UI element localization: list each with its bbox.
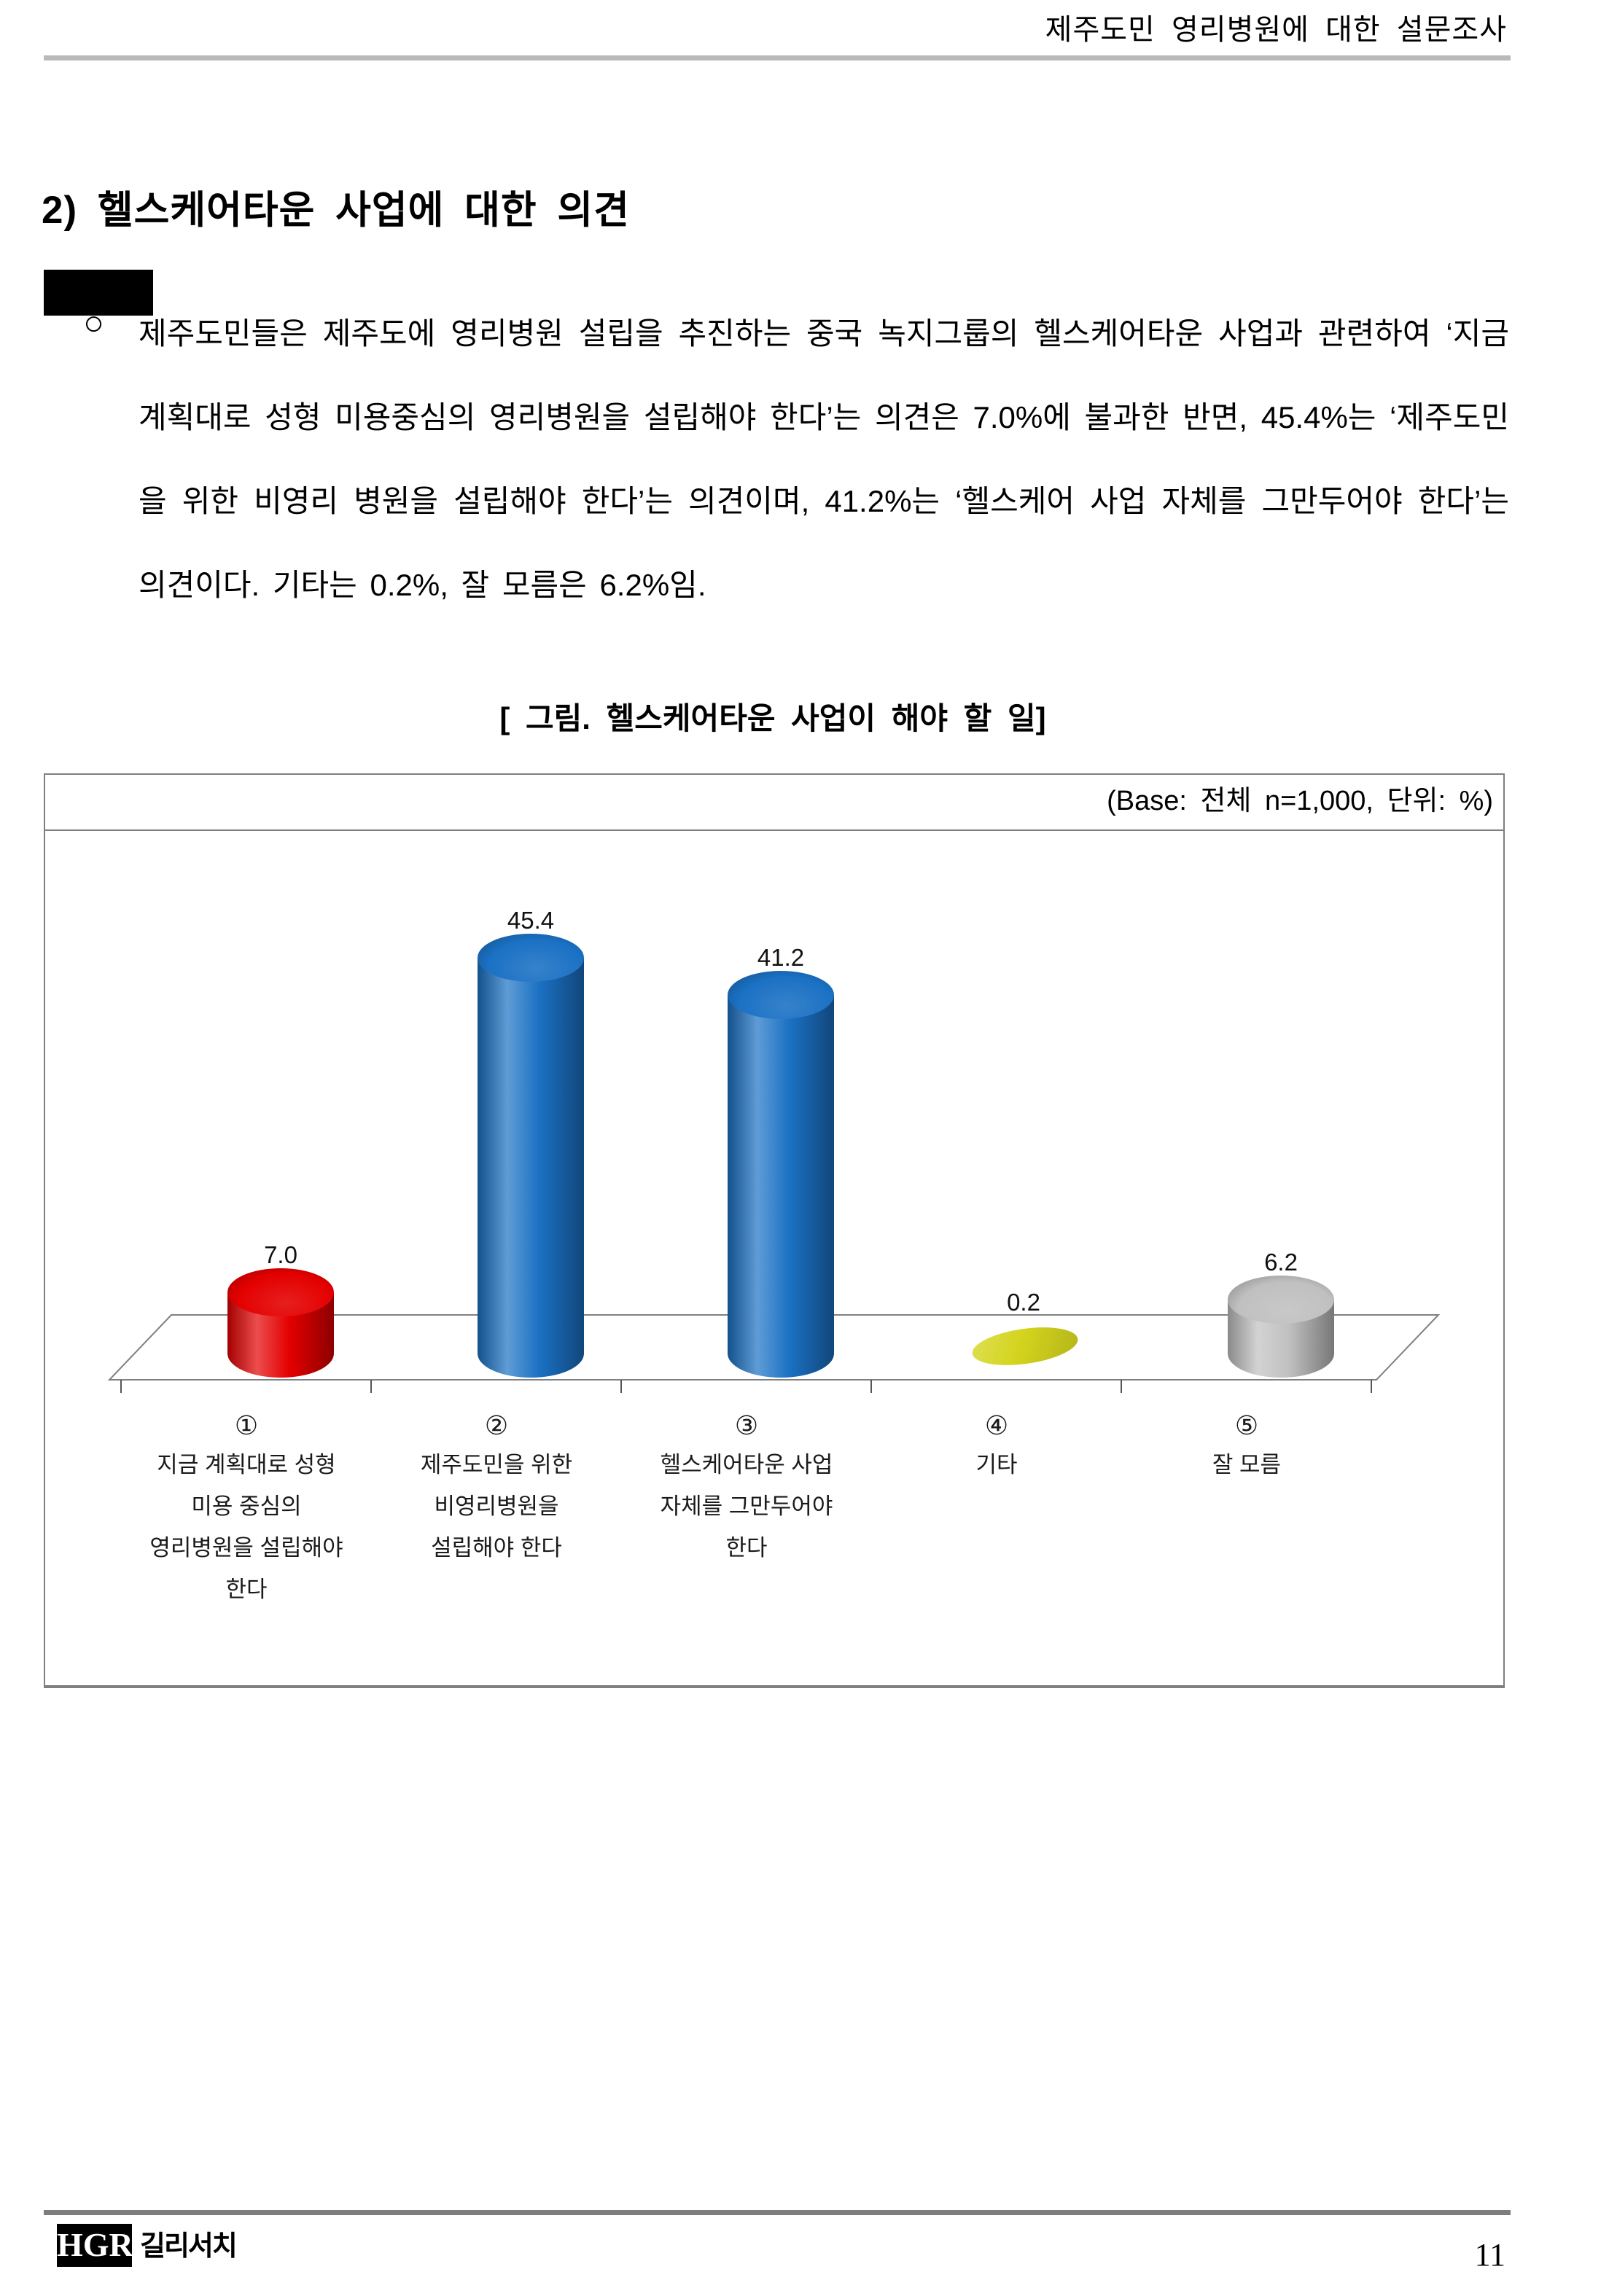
bar-cylinder-top (478, 934, 584, 982)
category-label-line: 미용 중심의 (191, 1493, 302, 1519)
category-label-line: 지금 계획대로 성형 (157, 1452, 336, 1477)
category-label-line: 영리병원을 설립해야 (149, 1535, 343, 1561)
bar-value-label: 0.2 (1007, 1289, 1040, 1316)
bar-value-label: 45.4 (507, 907, 555, 934)
category-label-line: 잘 모름 (1212, 1452, 1282, 1477)
bar-cylinder-top (227, 1268, 334, 1316)
page-number: 11 (1474, 2237, 1505, 2273)
category-marker: ② (484, 1410, 509, 1440)
category-marker: ④ (984, 1410, 1009, 1440)
footer-divider (44, 2210, 1511, 2215)
category-label-line: 기타 (975, 1452, 1018, 1477)
logo-korean-text: 길리서치 (140, 2231, 238, 2262)
category-label: ④ 기타 (858, 1407, 1135, 1485)
chart-base-note: (Base: 전체 n=1,000, 단위: %) (45, 775, 1503, 831)
axis-tick-marks (120, 1380, 1372, 1393)
bar-cylinder-body (478, 958, 584, 1378)
bar-cylinder-top (728, 971, 834, 1019)
bar-cylinder-body (728, 995, 834, 1378)
bar-value-label: 41.2 (757, 944, 805, 971)
category-marker: ③ (734, 1410, 759, 1440)
body-paragraph: 제주도민들은 제주도에 영리병원 설립을 추진하는 중국 녹지그룹의 헬스케어타… (139, 316, 1509, 602)
category-label-line: 한다 (225, 1577, 268, 1602)
hgr-logo: HGR (57, 2224, 133, 2267)
figure-title: [ 그림. 헬스케어타운 사업이 해야 할 일] (499, 701, 1046, 735)
bar-value-label: 6.2 (1264, 1249, 1298, 1276)
category-marker: ① (234, 1410, 259, 1440)
page-header-title: 제주도민 영리병원에 대한 설문조사 (1045, 14, 1507, 46)
bullet-circle-icon: ○ (83, 304, 104, 343)
header-divider (44, 55, 1511, 60)
figure-chart: (Base: 전체 n=1,000, 단위: %) 7.0 45.4 41.2 0.2… (44, 773, 1505, 1688)
category-label-line: 제주도민을 위한 (420, 1452, 573, 1477)
bar-value-label: 7.0 (264, 1241, 297, 1268)
category-label-line: 헬스케어타운 사업 (660, 1452, 833, 1477)
category-label: ⑤ 잘 모름 (1108, 1407, 1385, 1485)
category-label-line: 설립해야 한다 (431, 1535, 562, 1561)
category-label-line: 비영리병원을 (434, 1493, 559, 1519)
bar-cylinder-top (1228, 1276, 1334, 1324)
category-label-line: 한다 (725, 1535, 768, 1561)
category-marker: ⑤ (1234, 1410, 1259, 1440)
category-label-line: 자체를 그만두어야 (660, 1493, 833, 1519)
redaction-box (44, 270, 153, 316)
section-heading: 2) 헬스케어타운 사업에 대한 의견 (42, 189, 630, 232)
